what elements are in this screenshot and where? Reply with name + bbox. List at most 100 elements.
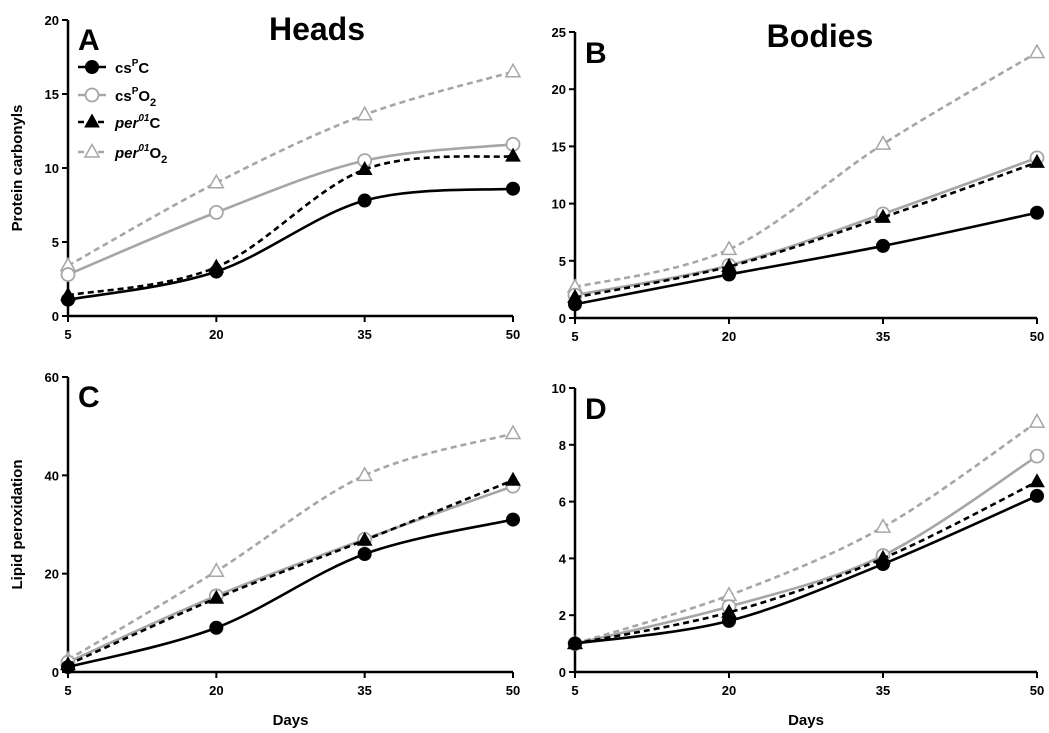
data-point <box>1028 43 1046 59</box>
data-point <box>208 173 225 189</box>
series-line-1 <box>61 512 520 675</box>
data-point <box>60 267 76 282</box>
series-line-2 <box>567 448 1045 651</box>
data-point <box>1028 413 1046 428</box>
data-point <box>208 589 225 604</box>
x-tick-label: 20 <box>722 683 736 698</box>
x-tick-label: 5 <box>64 327 71 342</box>
y-tick-label: 2 <box>559 608 566 623</box>
y-tick-label: 5 <box>52 235 59 250</box>
legend-entry-2: csPO2 <box>78 86 156 109</box>
y-tick-label: 40 <box>45 468 59 483</box>
data-point <box>1029 448 1045 464</box>
legend-entry-3: per01C <box>78 113 160 132</box>
panel-c: 0 20 40 60 5 20 35 50 C Lipid peroxidation Days <box>9 370 522 729</box>
y-tick-label: 20 <box>552 82 566 97</box>
data-point <box>506 512 520 527</box>
series-curve <box>67 432 514 661</box>
series-curve <box>67 518 514 669</box>
series-line-4 <box>566 413 1046 650</box>
y-tick-label: 10 <box>552 381 566 396</box>
data-point <box>722 267 736 282</box>
data-point <box>720 240 738 256</box>
series-curve <box>67 479 514 666</box>
data-point <box>874 135 892 150</box>
x-tick-label: 35 <box>876 329 890 344</box>
panel-letter: D <box>585 393 607 426</box>
legend-entry-4: per01O2 <box>78 142 167 166</box>
series-curve <box>67 187 514 301</box>
data-point <box>504 424 522 440</box>
data-point <box>61 292 75 307</box>
series-line-4 <box>59 424 522 666</box>
y-tick-label: 4 <box>559 551 567 566</box>
data-point <box>722 613 736 628</box>
y-tick-label: 0 <box>559 311 566 326</box>
legend: csPC csPO2 per01C per01O2 <box>78 58 167 166</box>
x-tick-label: 20 <box>722 329 736 344</box>
series-curve <box>574 455 1038 645</box>
data-point <box>356 466 373 482</box>
data-point <box>568 636 582 651</box>
x-tick-label: 35 <box>357 327 371 342</box>
y-tick-label: 60 <box>45 370 59 385</box>
y-axis-label: Lipid peroxidation <box>9 460 26 590</box>
data-point <box>357 193 372 208</box>
data-point <box>1029 473 1045 488</box>
x-tick-label: 5 <box>571 683 578 698</box>
series-curve <box>574 211 1038 306</box>
series-line-3 <box>60 471 521 671</box>
series-line-4 <box>59 62 522 272</box>
x-axis-label: Days <box>273 712 309 729</box>
data-point <box>356 531 373 546</box>
data-point <box>876 238 890 253</box>
data-point <box>504 62 522 78</box>
column-titles: Heads Bodies <box>269 11 873 54</box>
data-point <box>505 471 521 486</box>
legend-marker <box>83 142 101 158</box>
y-tick-label: 0 <box>52 665 59 680</box>
legend-entry-1: csPC <box>78 58 149 77</box>
legend-marker <box>85 60 99 74</box>
y-tick-label: 8 <box>559 438 566 453</box>
series-line-4 <box>566 43 1046 293</box>
y-tick-label: 20 <box>45 13 59 28</box>
x-tick-label: 50 <box>1030 329 1044 344</box>
series-line-1 <box>568 488 1044 651</box>
y-tick-label: 15 <box>45 87 59 102</box>
x-tick-label: 5 <box>64 683 71 698</box>
data-point <box>876 557 890 572</box>
column-title-heads: Heads <box>269 11 365 47</box>
y-tick-label: 0 <box>52 309 59 324</box>
series-curve <box>574 156 1038 297</box>
data-point <box>875 208 891 223</box>
series-curve <box>574 51 1038 289</box>
y-tick-label: 15 <box>552 139 566 154</box>
data-point <box>357 547 372 561</box>
y-tick-label: 25 <box>552 25 566 40</box>
panel-letter: C <box>78 381 100 414</box>
data-point <box>208 562 225 577</box>
data-point <box>356 105 373 121</box>
x-tick-label: 50 <box>1030 683 1044 698</box>
x-tick-label: 50 <box>506 327 520 342</box>
y-tick-label: 10 <box>552 197 566 212</box>
x-tick-label: 20 <box>209 327 223 342</box>
x-tick-label: 50 <box>506 683 520 698</box>
series-curve <box>67 143 514 276</box>
series-line-3 <box>60 147 521 301</box>
series-curve <box>574 480 1038 645</box>
data-point <box>61 660 75 675</box>
data-point <box>720 586 738 602</box>
y-tick-label: 20 <box>45 567 59 582</box>
y-tick-label: 0 <box>559 665 566 680</box>
legend-label: csPO2 <box>115 86 156 109</box>
data-point <box>208 204 224 220</box>
y-tick-label: 5 <box>559 254 566 269</box>
x-tick-label: 20 <box>209 683 223 698</box>
x-tick-label: 35 <box>876 683 890 698</box>
series-curve <box>67 154 514 297</box>
